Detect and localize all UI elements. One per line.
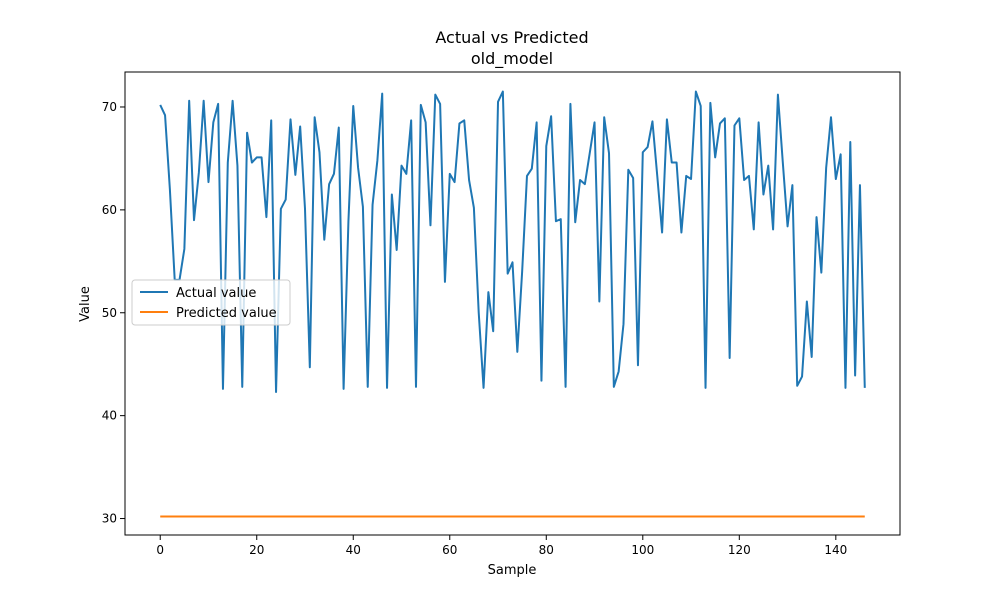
x-axis-ticks: 0 20 40 60 80 100 120 140 xyxy=(156,535,847,557)
x-tick-label: 100 xyxy=(631,543,654,557)
legend-label-predicted: Predicted value xyxy=(176,306,277,321)
y-tick-label: 60 xyxy=(102,203,117,217)
x-tick-label: 60 xyxy=(442,543,457,557)
legend: Actual value Predicted value xyxy=(131,279,291,326)
y-tick-label: 30 xyxy=(102,512,117,526)
x-tick-label: 40 xyxy=(346,543,361,557)
legend-box xyxy=(131,279,291,326)
series-line-actual xyxy=(159,90,866,393)
x-tick-label: 0 xyxy=(156,543,164,557)
x-tick-label: 120 xyxy=(728,543,751,557)
legend-label-actual: Actual value xyxy=(176,286,256,301)
x-tick-label: 20 xyxy=(249,543,264,557)
y-tick-label: 50 xyxy=(102,306,117,320)
y-tick-label: 70 xyxy=(102,100,117,114)
series-layer xyxy=(159,90,866,518)
x-axis-label: Sample xyxy=(488,563,537,578)
chart-title: Actual vs Predicted xyxy=(435,28,588,47)
x-tick-label: 140 xyxy=(824,543,847,557)
y-axis-ticks: 30 40 50 60 70 xyxy=(102,100,125,526)
axes-frame xyxy=(124,71,901,536)
plot-area xyxy=(124,71,901,536)
y-axis-label: Value xyxy=(78,286,93,322)
y-tick-label: 40 xyxy=(102,409,117,423)
chart-subtitle: old_model xyxy=(471,49,553,69)
x-tick-label: 80 xyxy=(539,543,554,557)
